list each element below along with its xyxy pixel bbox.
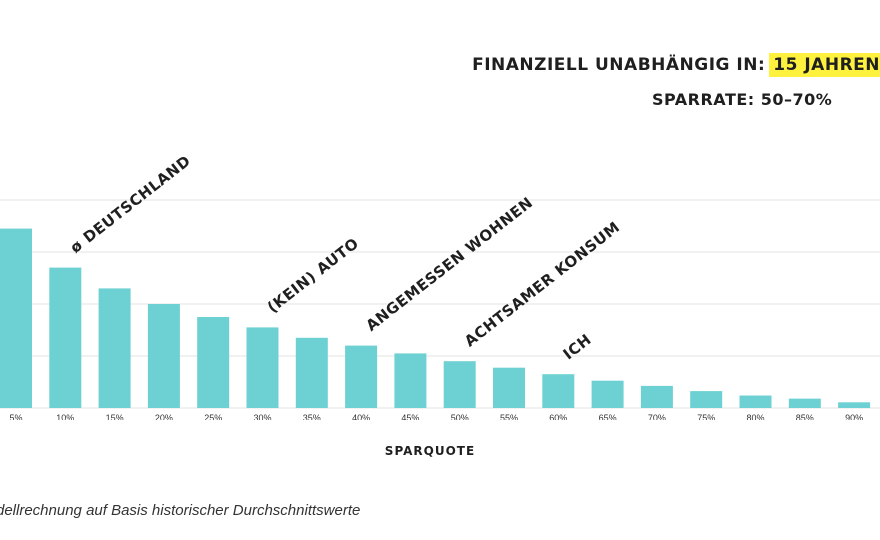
bar <box>690 391 723 408</box>
bar-annotation: ø DEUTSCHLAND <box>67 152 194 257</box>
bar <box>197 317 230 408</box>
x-tick-label: 50% <box>451 413 469 420</box>
headline: FINANZIELL UNABHÄNGIG IN: 15 JAHREN <box>472 52 880 78</box>
bar-chart: 5% 10% 15% 20% 25% 30% 35% 40% 45% 50% 55% 60% 65% 70… <box>0 152 880 420</box>
x-tick-label: 60% <box>549 413 567 420</box>
x-tick-label: 70% <box>648 413 666 420</box>
bar <box>49 267 82 408</box>
x-axis-title: SPARQUOTE <box>384 444 476 458</box>
x-tick-label: 30% <box>253 413 271 420</box>
bar <box>443 361 476 408</box>
bar <box>98 288 131 408</box>
bar <box>591 380 624 408</box>
x-tick-label: 90% <box>845 413 863 420</box>
bar <box>246 327 279 408</box>
headline-highlight: 15 JAHREN <box>769 53 880 77</box>
x-tick-label: 85% <box>796 413 814 420</box>
bar <box>345 345 378 408</box>
bar <box>640 385 673 408</box>
x-tick-label: 55% <box>500 413 518 420</box>
x-tick-label: 15% <box>106 413 124 420</box>
x-tick-label: 10% <box>56 413 74 420</box>
x-tick-label: 40% <box>352 413 370 420</box>
bar-annotation: ICH <box>560 330 595 363</box>
bar <box>542 374 575 408</box>
x-tick-label: 80% <box>746 413 764 420</box>
headline-prefix: FINANZIELL UNABHÄNGIG IN: <box>472 55 766 75</box>
bar <box>739 395 772 408</box>
bar <box>493 367 525 408</box>
x-tick-label: 35% <box>303 413 321 420</box>
x-tick-label: 45% <box>401 413 419 420</box>
bar <box>394 353 427 408</box>
bar <box>295 337 328 408</box>
x-tick-label: 75% <box>697 413 715 420</box>
x-tick-label: 65% <box>599 413 617 420</box>
bar <box>147 304 180 408</box>
x-tick-label: 25% <box>204 413 222 420</box>
subline: SPARRATE: 50–70% <box>652 90 833 109</box>
bar <box>838 402 871 408</box>
x-tick-label: 20% <box>155 413 173 420</box>
x-tick-label: 5% <box>9 413 22 420</box>
bar <box>788 398 821 408</box>
bar <box>0 228 32 408</box>
footnote: dellrechnung auf Basis historischer Durc… <box>0 502 361 519</box>
